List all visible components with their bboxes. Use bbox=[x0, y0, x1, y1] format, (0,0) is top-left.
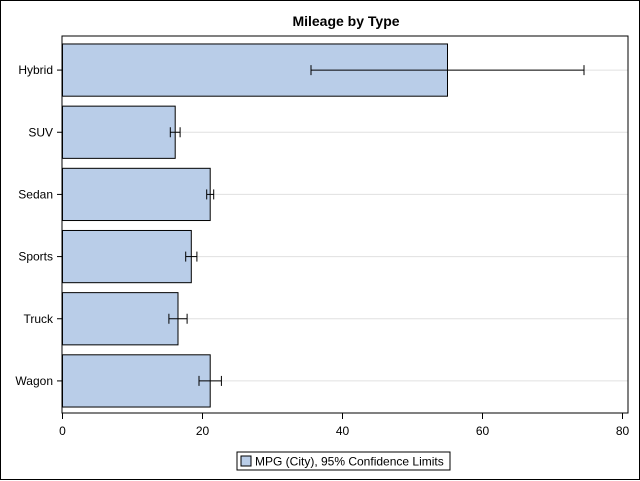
y-tick-label-suv: SUV bbox=[28, 125, 53, 139]
legend-box bbox=[236, 451, 451, 471]
x-tick-label-80: 80 bbox=[616, 424, 630, 438]
plot-area-border bbox=[61, 35, 629, 414]
bars bbox=[62, 43, 448, 408]
x-tick-label-40: 40 bbox=[336, 424, 350, 438]
bar-wagon bbox=[62, 354, 211, 408]
bar-truck bbox=[62, 292, 179, 346]
y-tick-label-wagon: Wagon bbox=[15, 374, 53, 388]
x-tick-label-20: 20 bbox=[196, 424, 210, 438]
legend: MPG (City), 95% Confidence Limits bbox=[236, 451, 451, 471]
legend-label: MPG (City), 95% Confidence Limits bbox=[255, 455, 444, 469]
x-tick-label-60: 60 bbox=[476, 424, 490, 438]
y-tick-label-truck: Truck bbox=[23, 312, 54, 326]
error-bars bbox=[168, 65, 585, 386]
y-tick-label-hybrid: Hybrid bbox=[18, 63, 53, 77]
legend-swatch bbox=[240, 455, 252, 467]
x-axis-ticks: 0 20 40 60 80 bbox=[59, 413, 629, 438]
chart-title: Mileage by Type bbox=[292, 13, 399, 29]
y-tick-label-sedan: Sedan bbox=[18, 187, 53, 201]
y-tick-label-sports: Sports bbox=[18, 250, 53, 264]
bar-suv bbox=[62, 105, 176, 159]
x-tick-label-0: 0 bbox=[59, 424, 66, 438]
bar-sports bbox=[62, 229, 192, 284]
y-axis-ticks: Hybrid SUV Sedan Sports Truck Wagon bbox=[15, 63, 62, 388]
bar-sedan bbox=[62, 167, 211, 222]
